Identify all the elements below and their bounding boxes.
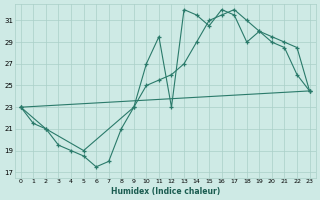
X-axis label: Humidex (Indice chaleur): Humidex (Indice chaleur) xyxy=(111,187,220,196)
